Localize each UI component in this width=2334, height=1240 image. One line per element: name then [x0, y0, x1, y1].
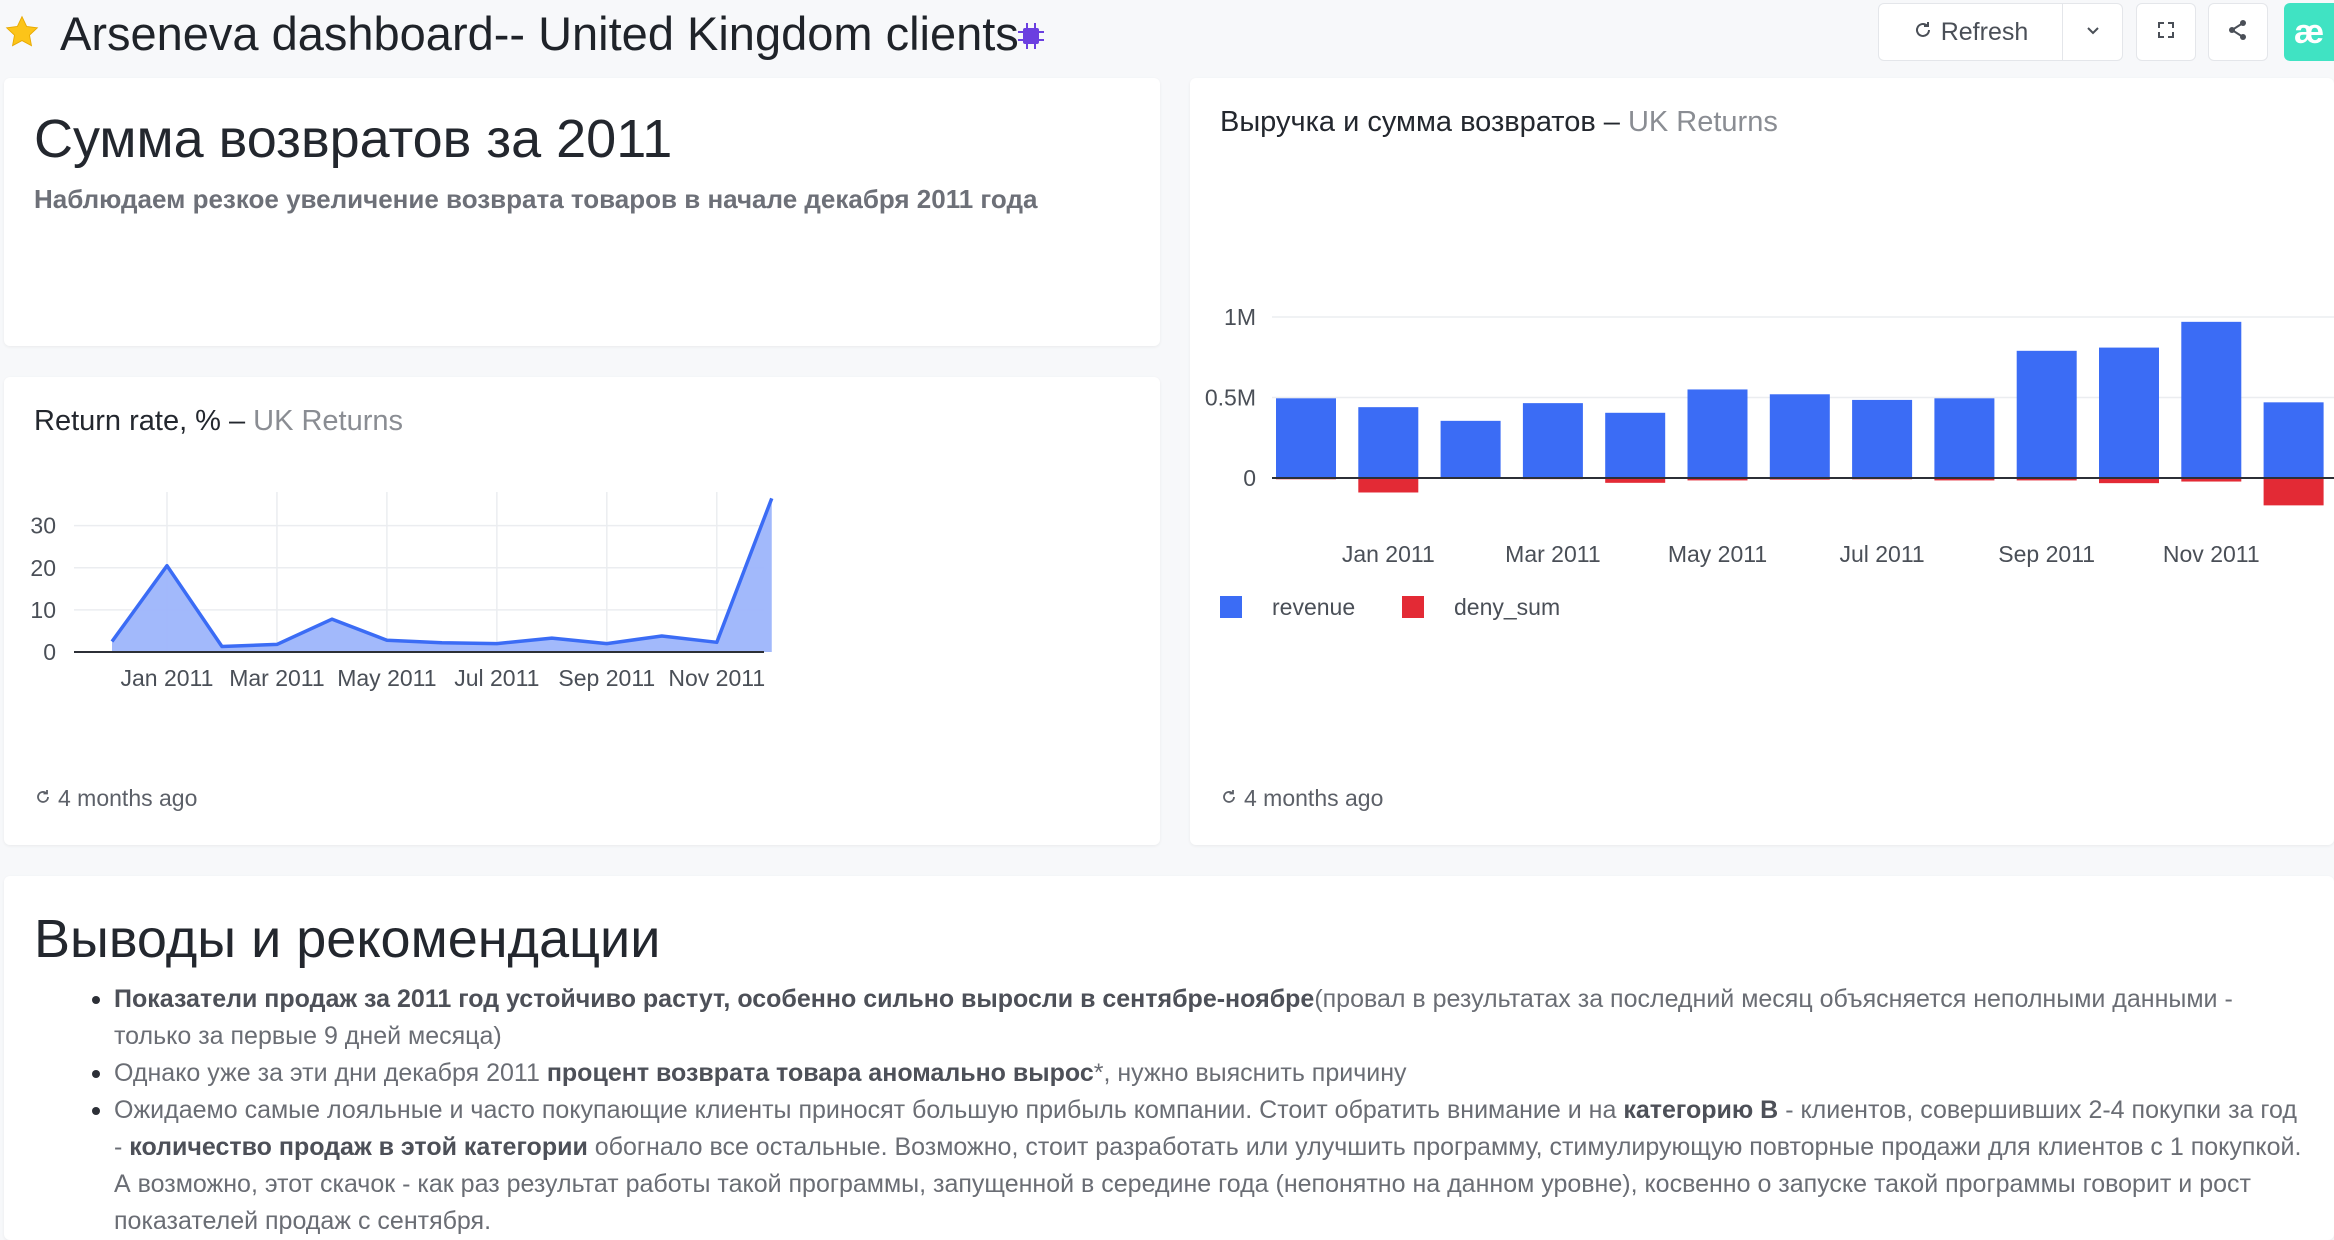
- item-text: Однако уже за эти дни декабря 2011: [114, 1059, 547, 1087]
- bar-revenue: [2181, 321, 2242, 478]
- chevron-down-icon: [2084, 21, 2102, 44]
- list-item: Однако уже за эти дни декабря 2011 проце…: [92, 1055, 2304, 1092]
- updated-label: 4 months ago: [1244, 785, 1384, 811]
- share-button[interactable]: [2208, 3, 2268, 61]
- bar-revenue: [1358, 407, 1419, 478]
- bar-deny-sum: [1358, 478, 1419, 493]
- x-tick-label: Mar 2011: [229, 665, 324, 691]
- refresh-options-button[interactable]: [2063, 3, 2123, 61]
- dashboard-header: Arseneva dashboard-- United Kingdom clie…: [0, 0, 2334, 70]
- bar-revenue: [2099, 347, 2159, 478]
- legend-swatch: [1220, 596, 1242, 618]
- refresh-button[interactable]: Refresh: [1878, 3, 2063, 61]
- x-tick-label: Jul 2011: [454, 665, 539, 691]
- title-separator: –: [1603, 106, 1620, 138]
- x-tick-label: May 2011: [1668, 541, 1767, 567]
- item-text: *, нужно выяснить причину: [1093, 1059, 1407, 1087]
- item-bold: количество продаж в этой категории: [129, 1133, 588, 1161]
- item-bold: категорию B: [1623, 1096, 1779, 1124]
- bar-revenue: [2016, 350, 2077, 478]
- last-updated: 4 months ago: [1220, 785, 1383, 812]
- bar-deny-sum: [1934, 478, 1995, 481]
- bar-deny-sum: [2016, 478, 2077, 481]
- share-icon: [2227, 19, 2249, 46]
- star-icon[interactable]: [4, 14, 40, 55]
- legend-label: revenue: [1272, 594, 1355, 620]
- card-title: Return rate, % – UK Returns: [34, 405, 403, 438]
- list-item: Ожидаемо самые лояльные и часто покупающ…: [92, 1092, 2304, 1240]
- last-updated: 4 months ago: [34, 785, 197, 812]
- visualization-title[interactable]: Выручка и сумма возвратов: [1220, 106, 1596, 138]
- x-tick-label: Sep 2011: [1998, 541, 2095, 567]
- x-tick-label: Jan 2011: [121, 665, 214, 691]
- card-title: Выручка и сумма возвратов – UK Returns: [1220, 106, 1778, 139]
- bar-deny-sum: [2099, 478, 2159, 484]
- revenue-returns-chart: 0 0.5M 1M Jan 2011 Mar 2011 May 2011 Jul 2011 S…: [1205, 304, 2334, 620]
- bar-revenue: [2263, 402, 2324, 478]
- title-separator: –: [228, 405, 246, 437]
- visualization-title[interactable]: Return rate, %: [34, 405, 221, 437]
- dataset-link[interactable]: UK Returns: [253, 405, 404, 437]
- y-tick-label: 20: [30, 555, 56, 581]
- dataset-link[interactable]: UK Returns: [1627, 106, 1778, 138]
- bar-deny-sum: [2263, 478, 2324, 506]
- item-text: Ожидаемо самые лояльные и часто покупающ…: [114, 1096, 1624, 1124]
- item-bold: Показатели продаж за 2011 год устойчиво …: [114, 985, 1315, 1013]
- legend-swatch: [1402, 596, 1424, 618]
- markdown-subtitle: Наблюдаем резкое увеличение возврата тов…: [34, 184, 1038, 214]
- x-tick-label: Nov 2011: [668, 665, 765, 691]
- dashboard-title: Arseneva dashboard-- United Kingdom clie…: [60, 7, 1019, 60]
- y-tick-label: 0: [1243, 465, 1256, 491]
- markdown-heading: Сумма возвратов за 2011: [34, 109, 673, 169]
- bar-revenue: [1276, 398, 1336, 478]
- refresh-icon: [1913, 18, 1933, 47]
- markdown-card-notes: Выводы и рекомендации Показатели продаж …: [4, 876, 2334, 1240]
- bar-revenue: [1522, 403, 1583, 478]
- return-rate-card: Return rate, % – UK Returns 0 10 20 30 Jan 201…: [4, 377, 1160, 845]
- bar-deny-sum: [2181, 478, 2242, 482]
- y-tick-label: 0.5M: [1205, 385, 1256, 411]
- bar-revenue: [1769, 394, 1830, 478]
- x-tick-label: Sep 2011: [558, 665, 655, 691]
- item-text: (провал в результатах за последний месяц…: [114, 985, 2233, 1050]
- item-text: обогнало все остальные. Возможно, стоит …: [114, 1133, 2302, 1235]
- notes-heading: Выводы и рекомендации: [34, 909, 661, 969]
- item-text: - клиентов, совершивших 2-4 покупки за г…: [114, 1096, 2297, 1161]
- list-item: Показатели продаж за 2011 год устойчиво …: [92, 981, 2304, 1055]
- y-tick-label: 1M: [1224, 304, 1256, 330]
- item-bold: процент возврата товара аномально вырос: [546, 1059, 1094, 1087]
- y-tick-label: 10: [30, 597, 56, 623]
- x-tick-label: Mar 2011: [1505, 541, 1600, 567]
- series-area: [112, 498, 772, 652]
- refresh-icon: [34, 785, 52, 812]
- refresh-label: Refresh: [1940, 17, 2029, 46]
- fullscreen-button[interactable]: [2136, 3, 2196, 61]
- bar-revenue: [1440, 420, 1501, 478]
- bar-revenue: [1852, 399, 1913, 478]
- x-tick-label: Jul 2011: [1839, 541, 1924, 567]
- bar-revenue: [1605, 412, 1666, 478]
- x-tick-label: Jan 2011: [1342, 541, 1435, 567]
- notes-list: Показатели продаж за 2011 год устойчиво …: [92, 981, 2304, 1240]
- series-line: [110, 497, 774, 649]
- chip-icon: [1015, 20, 1047, 57]
- y-tick-label: 0: [43, 639, 56, 665]
- bar-deny-sum: [1687, 478, 1748, 481]
- refresh-icon: [1220, 785, 1238, 812]
- y-tick-label: 30: [30, 513, 56, 539]
- brand-logo[interactable]: æ: [2284, 3, 2334, 61]
- return-rate-chart: 0 10 20 30 Jan 2011 Mar 2011 May 2011 Jul 2011 S…: [30, 492, 774, 691]
- fullscreen-icon: [2157, 21, 2175, 44]
- x-tick-label: May 2011: [337, 665, 436, 691]
- legend-label: deny_sum: [1454, 594, 1560, 620]
- bar-revenue: [1934, 398, 1995, 478]
- updated-label: 4 months ago: [58, 785, 198, 811]
- x-tick-label: Nov 2011: [2163, 541, 2260, 567]
- markdown-card-title: Сумма возвратов за 2011 Наблюдаем резкое…: [4, 78, 1160, 346]
- bar-deny-sum: [1605, 478, 1666, 483]
- revenue-returns-card: Выручка и сумма возвратов – UK Returns 0 0.…: [1190, 78, 2334, 845]
- bar-revenue: [1687, 389, 1748, 478]
